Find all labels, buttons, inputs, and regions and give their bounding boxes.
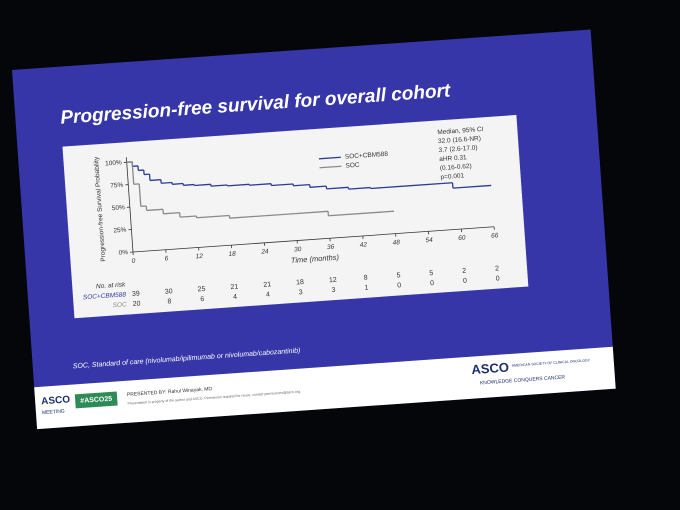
asco-sub: AMERICAN SOCIETY OF CLINICAL ONCOLOGY (512, 358, 591, 368)
x-tick-label: 6 (164, 255, 168, 262)
risk-count: 20 (133, 300, 141, 308)
annotation: 32.0 (16.6-NR) (438, 135, 481, 145)
hashtag: #ASCO25 (80, 396, 112, 405)
risk-count: 3 (331, 287, 335, 294)
km-step (163, 211, 180, 215)
chart-panel (62, 114, 529, 319)
km-step (293, 183, 310, 187)
km-step (194, 183, 211, 187)
annotation: aHR 0.31 (439, 154, 467, 163)
km-step (172, 182, 184, 185)
annotation: 3.7 (2.6-17.0) (438, 144, 477, 154)
legend-swatch (319, 165, 342, 169)
km-step (348, 186, 371, 190)
risk-count: 8 (167, 298, 171, 305)
km-step (328, 210, 395, 217)
risk-row-name: SOC (112, 301, 127, 309)
km-step (146, 208, 164, 212)
risk-count: 2 (495, 265, 499, 272)
annotation: Median, 95% CI (437, 126, 484, 136)
km-step (452, 184, 492, 189)
risk-count: 4 (233, 294, 237, 301)
x-tick-label: 36 (327, 244, 335, 252)
x-axis-label: Time (months) (291, 253, 340, 265)
km-step (309, 185, 327, 188)
tagline: KNOWLEDGE CONQUERS CANCER (480, 374, 566, 386)
risk-row-name: SOC+CBM588 (83, 291, 127, 301)
km-drop (131, 161, 135, 185)
meeting-sub: MEETING (42, 408, 65, 416)
risk-count: 8 (364, 275, 368, 282)
x-tick-label: 30 (294, 246, 302, 254)
presenter: PRESENTED BY: Rahul Winayak, MD (127, 386, 213, 398)
legend-label: SOC+CBM588 (345, 151, 389, 161)
km-step (403, 182, 442, 187)
x-tick-label: 66 (491, 232, 499, 240)
x-tick-label: 60 (458, 234, 466, 242)
risk-count: 21 (230, 284, 238, 292)
x-tick-label: 42 (360, 241, 368, 249)
risk-count: 21 (263, 281, 271, 289)
x-tick-label: 12 (195, 253, 203, 261)
risk-count: 4 (266, 291, 270, 298)
risk-count: 0 (430, 280, 434, 287)
risk-count: 12 (329, 277, 337, 285)
y-axis (125, 157, 134, 253)
km-step (326, 186, 349, 190)
km-step (370, 185, 404, 190)
x-tick-label: 0 (132, 258, 136, 265)
km-step (179, 215, 197, 218)
risk-label: No. at risk (96, 281, 126, 290)
meeting-logo: ASCO (41, 394, 71, 407)
km-step (441, 182, 453, 185)
km-step (271, 183, 294, 187)
y-tick-label: 0% (118, 249, 128, 257)
km-drop (138, 183, 142, 207)
risk-count: 1 (364, 285, 368, 292)
risk-count: 18 (296, 279, 304, 287)
annotation: p=0.001 (440, 172, 464, 181)
x-tick-label: 54 (425, 237, 433, 245)
km-step (229, 212, 296, 219)
risk-count: 0 (463, 278, 467, 285)
km-step (183, 183, 195, 186)
risk-count: 0 (397, 282, 401, 289)
x-axis (132, 226, 495, 253)
x-tick-label: 18 (228, 251, 236, 259)
x-tick-label: 48 (392, 239, 400, 247)
risk-count: 3 (299, 289, 303, 296)
y-tick-label: 25% (113, 227, 127, 235)
risk-count: 39 (132, 290, 140, 298)
km-step (295, 210, 329, 215)
risk-count: 6 (200, 296, 204, 303)
hashtag-box (74, 391, 118, 409)
y-tick-label: 50% (112, 204, 126, 212)
y-tick-label: 100% (105, 159, 122, 167)
km-step (149, 179, 161, 182)
x-tick-label: 24 (260, 248, 269, 256)
slide: Progression-free survival for overall co… (12, 29, 616, 430)
risk-count: 5 (429, 270, 433, 277)
risk-count: 30 (165, 288, 173, 296)
km-step (210, 184, 228, 187)
km-step (196, 214, 230, 219)
risk-count: 25 (197, 286, 205, 294)
risk-count: 5 (396, 272, 400, 279)
km-step (227, 183, 250, 187)
legend-swatch (318, 156, 341, 160)
km-step (249, 183, 272, 186)
risk-count: 2 (462, 268, 466, 275)
risk-count: 0 (496, 275, 500, 282)
legend-label: SOC (345, 162, 360, 170)
km-step (161, 181, 173, 184)
y-tick-label: 75% (110, 182, 124, 190)
annotation: (0.16-0.62) (440, 163, 472, 172)
footer-bar (34, 346, 616, 430)
asco-logo: ASCO (471, 360, 510, 378)
